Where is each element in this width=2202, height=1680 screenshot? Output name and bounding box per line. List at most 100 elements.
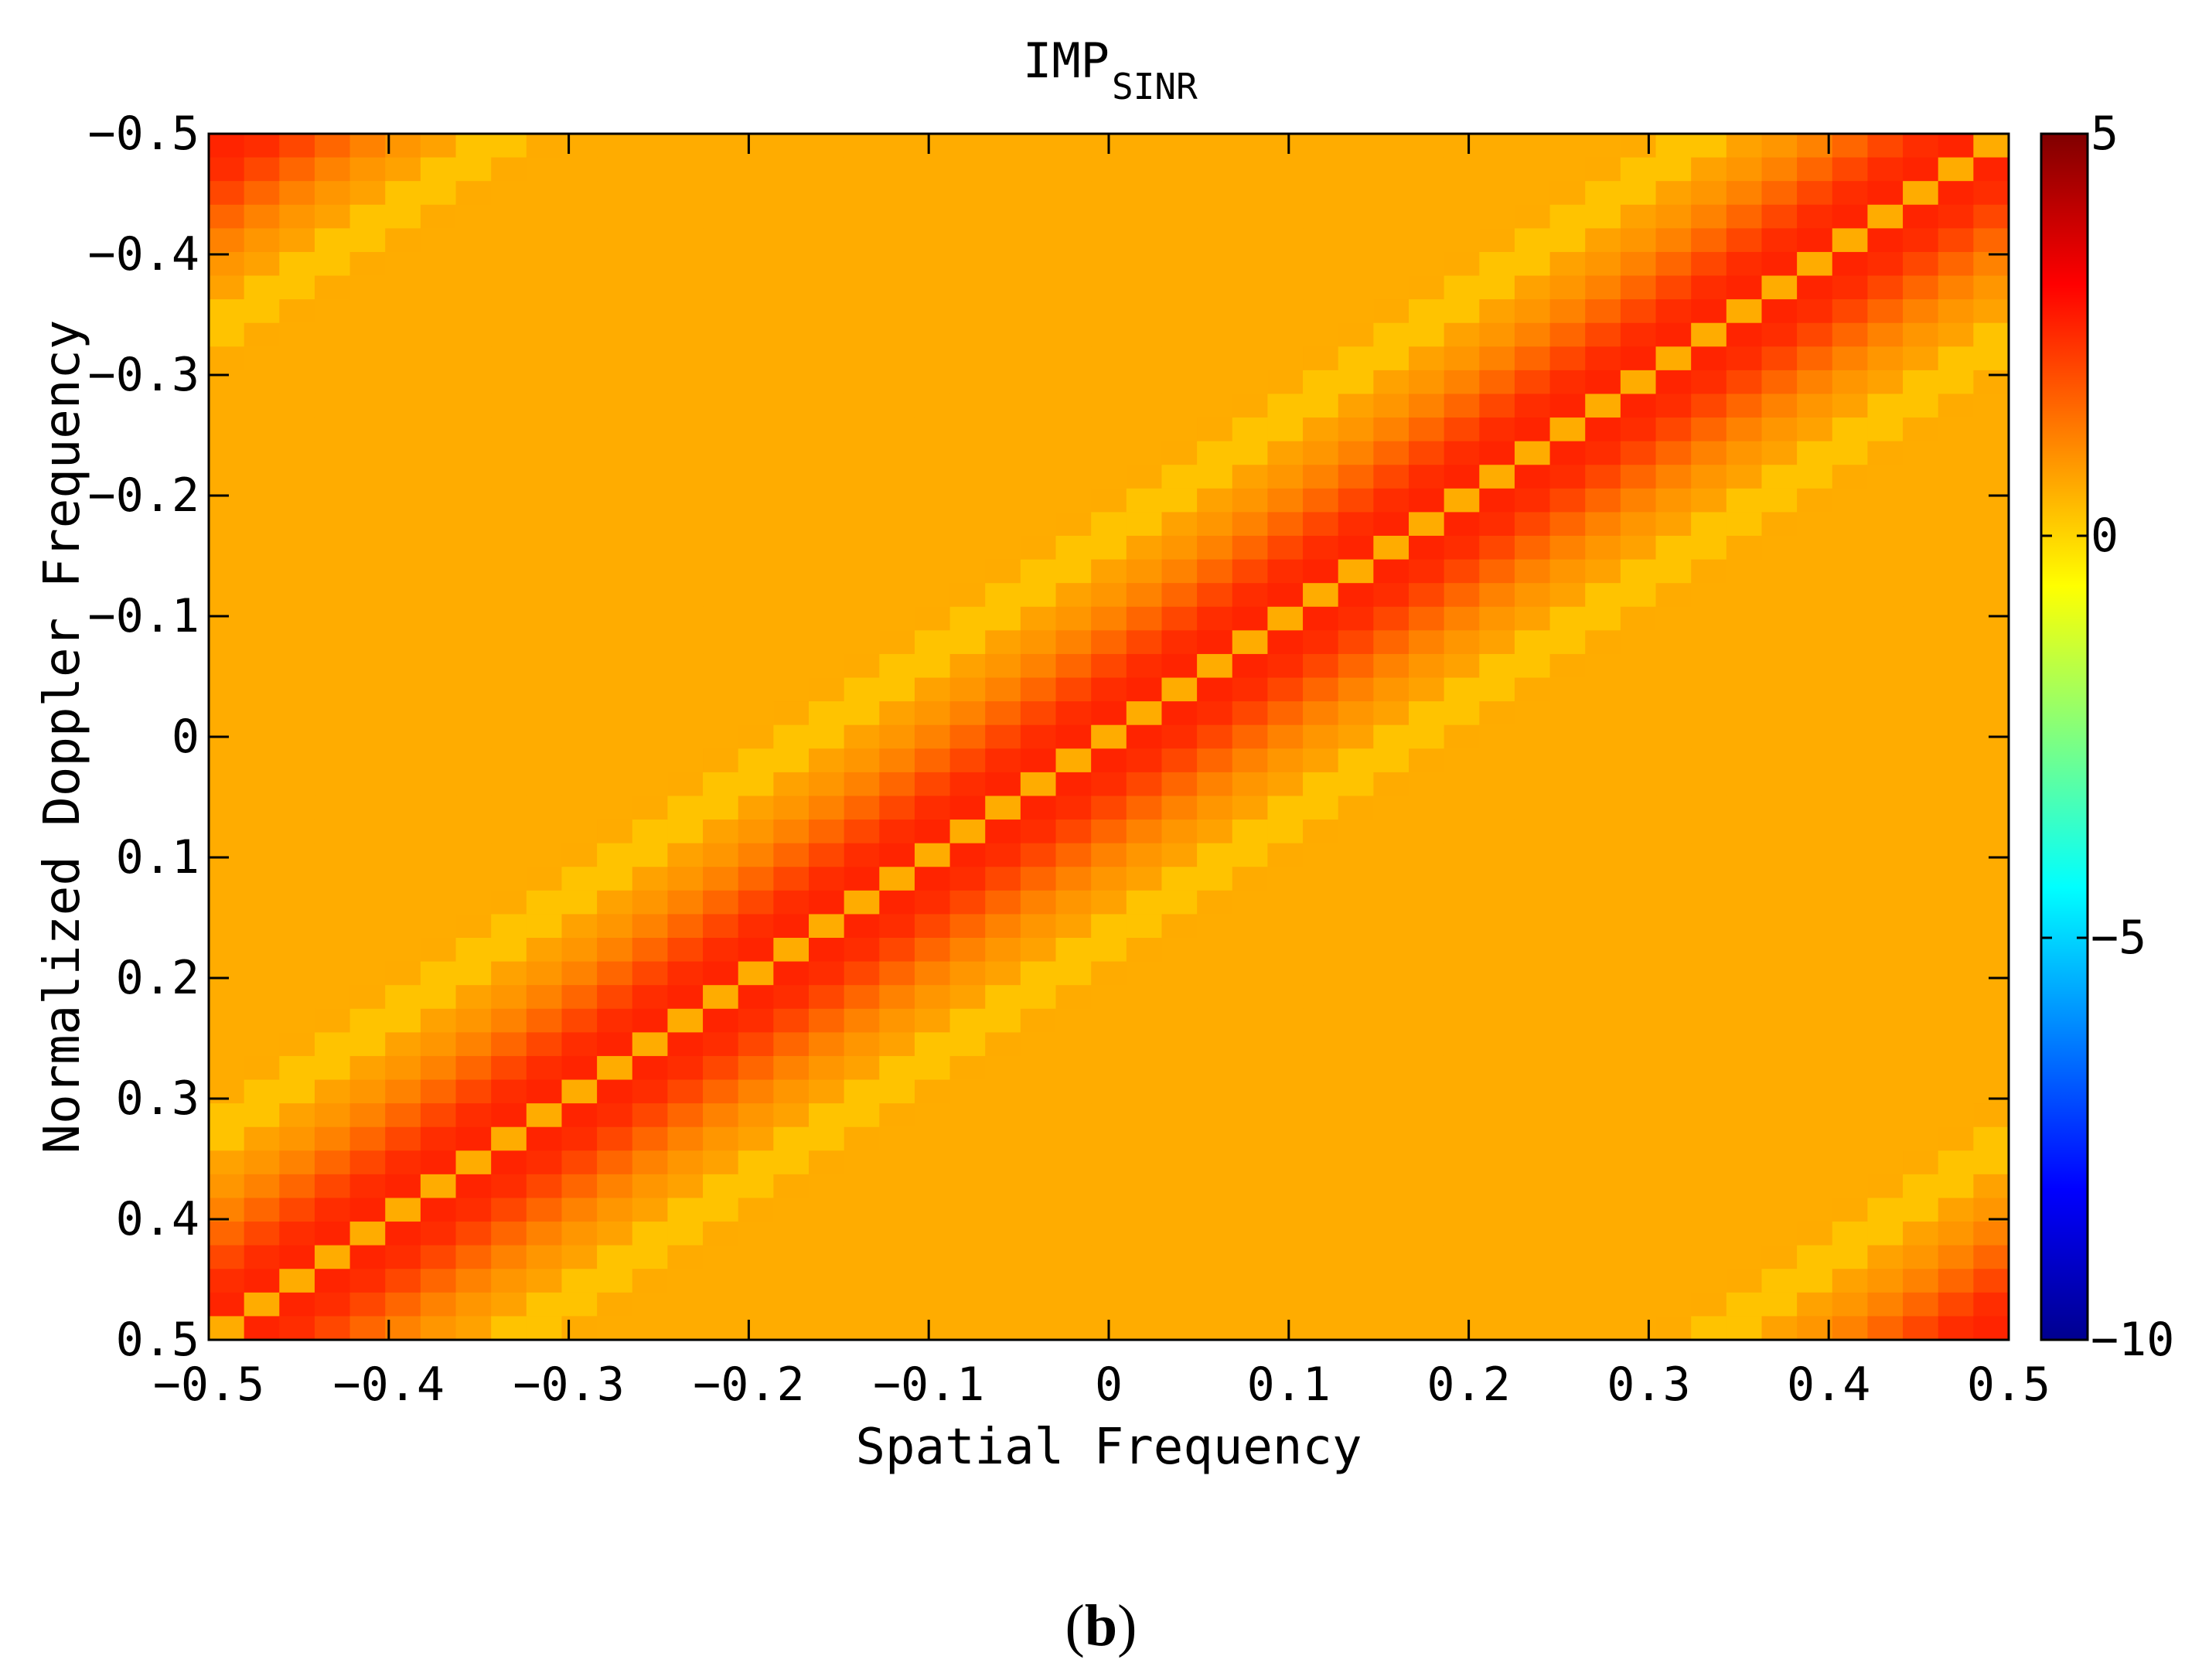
heatmap-cell (667, 1079, 704, 1104)
heatmap-cell (420, 914, 457, 939)
heatmap-cell (209, 1316, 245, 1341)
heatmap-cell (703, 890, 739, 915)
heatmap-cell (667, 536, 704, 561)
x-axis-ticks: −0.5 −0.4 −0.3 −0.2 −0.1 0 0.1 0.2 0.3 0.4 0.5 (153, 134, 2050, 1412)
heatmap-cell (1514, 346, 1551, 371)
heatmap-cell (455, 299, 492, 324)
heatmap-cell (561, 370, 598, 395)
heatmap-cell (526, 346, 563, 371)
heatmap-cell (1267, 275, 1304, 300)
heatmap-cell (561, 322, 598, 347)
heatmap-cell (1373, 843, 1409, 867)
heatmap-cell (1303, 1126, 1339, 1151)
heatmap-cell (1055, 1055, 1092, 1081)
heatmap-cell (632, 441, 669, 465)
heatmap-cell (844, 1055, 880, 1081)
heatmap-cell (1514, 134, 1551, 158)
heatmap-cell (1620, 441, 1657, 465)
heatmap-cell (703, 985, 739, 1010)
heatmap-cell (879, 1103, 915, 1128)
heatmap-cell (1444, 1269, 1480, 1293)
heatmap-cell (420, 134, 457, 158)
heatmap-cell (809, 1198, 845, 1222)
heatmap-cell (703, 394, 739, 418)
heatmap-cell (1479, 1008, 1515, 1033)
heatmap-cell (1232, 1150, 1269, 1175)
heatmap-cell (1197, 275, 1233, 300)
heatmap-cell (1620, 606, 1657, 631)
heatmap-cell (985, 134, 1021, 158)
heatmap-cell (1691, 488, 1727, 513)
heatmap-cell (914, 1292, 951, 1317)
heatmap-cell (1620, 394, 1657, 418)
heatmap-cell (491, 938, 527, 963)
heatmap-cell (1161, 346, 1198, 371)
heatmap-cell (1514, 251, 1551, 277)
heatmap-cell (1903, 1008, 1939, 1033)
heatmap-cell (244, 1198, 280, 1222)
heatmap-cell (1797, 1032, 1833, 1057)
heatmap-cell (844, 1222, 880, 1246)
heatmap-cell (1161, 134, 1198, 158)
heatmap-cell (1761, 204, 1798, 229)
heatmap-cell (667, 701, 704, 726)
heatmap-cell (1267, 346, 1304, 371)
heatmap-cell (244, 488, 280, 513)
heatmap-cell (1549, 1222, 1586, 1246)
heatmap-cell (420, 512, 457, 537)
heatmap-cell (844, 346, 880, 371)
heatmap-cell (844, 820, 880, 844)
heatmap-cell (1514, 985, 1551, 1010)
heatmap-cell (385, 1055, 421, 1081)
heatmap-cell (879, 204, 915, 229)
heatmap-cell (879, 914, 915, 939)
heatmap-cell (773, 1032, 810, 1057)
heatmap-cell (949, 1316, 986, 1341)
heatmap-cell (1620, 1198, 1657, 1222)
heatmap-cell (561, 748, 598, 773)
heatmap-cell (632, 228, 669, 253)
heatmap-cell (1691, 322, 1727, 347)
heatmap-cell (314, 1150, 351, 1175)
heatmap-cell (491, 653, 527, 679)
heatmap-cell (1232, 1292, 1269, 1317)
heatmap-cell (632, 275, 669, 300)
heatmap-cell (597, 181, 633, 206)
heatmap-cell (1867, 1079, 1904, 1104)
heatmap-cell (1055, 890, 1092, 915)
heatmap-cell (809, 465, 845, 489)
heatmap-cell (1903, 867, 1939, 891)
heatmap-cell (279, 1079, 315, 1104)
heatmap-cell (561, 1008, 598, 1033)
heatmap-cell (561, 961, 598, 986)
heatmap-cell (1655, 157, 1692, 182)
heatmap-cell (1797, 1079, 1833, 1104)
heatmap-cell (1938, 1032, 1974, 1057)
heatmap-cell (844, 867, 880, 891)
heatmap-cell (526, 630, 563, 655)
heatmap-cell (1514, 204, 1551, 229)
heatmap-cell (1549, 1198, 1586, 1222)
heatmap-cell (1691, 1103, 1727, 1128)
heatmap-cell (1338, 417, 1374, 442)
heatmap-cell (1267, 157, 1304, 182)
heatmap-cell (1232, 417, 1269, 442)
heatmap-cell (209, 1269, 245, 1293)
heatmap-cell (1338, 843, 1374, 867)
heatmap-cell (1232, 701, 1269, 726)
heatmap-cell (879, 1055, 915, 1081)
heatmap-cell (1620, 772, 1657, 797)
heatmap-cell (703, 181, 739, 206)
heatmap-cell (809, 441, 845, 465)
heatmap-cell (1585, 394, 1621, 418)
heatmap-cell (879, 1126, 915, 1151)
heatmap-cell (1126, 677, 1163, 702)
heatmap-cell (914, 559, 951, 584)
heatmap-cell (244, 134, 280, 158)
heatmap-cell (1832, 157, 1869, 182)
heatmap-cell (1549, 275, 1586, 300)
heatmap-cell (1797, 512, 1833, 537)
heatmap-cell (1832, 985, 1869, 1010)
heatmap-cell (1514, 1245, 1551, 1269)
